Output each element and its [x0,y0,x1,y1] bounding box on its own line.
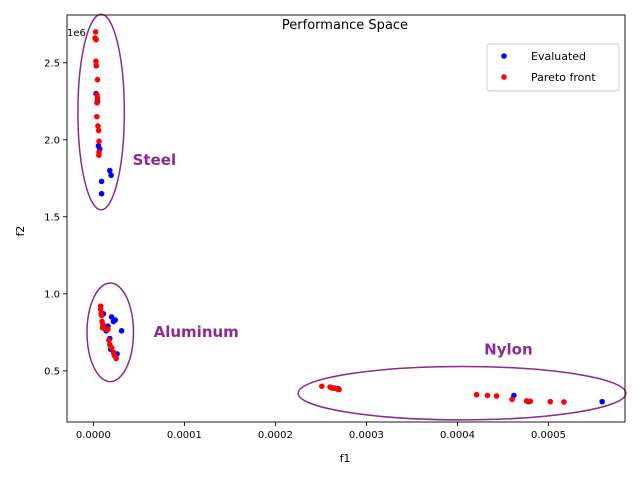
chart-title: Performance Space [282,18,408,33]
legend-box [486,43,620,92]
data-points [92,29,605,405]
point-1-10 [95,123,101,129]
y-axis-label: f2 [14,226,27,237]
point-1-45 [561,399,567,405]
cluster-ellipse-2 [297,365,627,421]
x-tick-label-2: 0.0002 [258,430,293,441]
y-tick-label-3: 2.0 [44,135,60,146]
point-0-4 [98,178,105,185]
point-0-13 [118,328,125,334]
annotation-1: Aluminum [154,323,239,341]
legend-label-evaluated: Evaluated [531,50,586,63]
point-1-16 [97,306,104,313]
point-1-7 [94,95,101,101]
point-1-0 [92,29,99,35]
point-1-28 [108,344,115,351]
y-tick-label-4: 2.5 [44,58,60,69]
x-axis-label: f1 [340,452,351,465]
point-1-5 [94,76,101,83]
point-1-43 [527,398,534,405]
point-1-11 [95,127,102,134]
x-tick-label-1: 0.0001 [167,430,202,441]
point-0-22 [599,398,605,405]
plot-area-frame [66,14,626,423]
y-tick-label-0: 0.5 [44,366,60,377]
annotation-2: Nylon [484,341,532,359]
point-1-25 [105,326,111,333]
cluster-ellipses [77,13,627,421]
x-tick-label-4: 0.0004 [440,430,475,441]
x-tick-label-5: 0.0005 [531,430,566,441]
point-1-3 [93,58,99,65]
point-0-5 [98,190,105,197]
legend-label-pareto: Pareto front [531,71,596,84]
point-1-32 [319,383,325,390]
point-1-18 [98,312,105,319]
point-1-26 [106,337,112,343]
series-1 [92,29,567,405]
x-tick-label-0: 0.0000 [76,430,111,441]
legend-marker-evaluated [501,53,507,59]
point-1-14 [96,152,102,158]
point-1-9 [94,113,100,120]
point-0-6 [106,167,113,174]
y-tick-label-2: 1.5 [44,212,60,223]
legend-marker-pareto [501,74,507,80]
cluster-ellipse-0 [77,13,126,211]
x-tick-label-3: 0.0003 [349,430,384,441]
y-axis-offset-label: 1e6 [67,28,86,39]
point-1-44 [547,398,554,405]
point-0-10 [108,314,115,320]
y-tick-label-1: 1.0 [44,289,60,300]
point-1-38 [473,391,480,398]
point-1-31 [113,355,119,362]
point-1-4 [93,63,100,69]
point-1-40 [493,393,500,399]
point-1-37 [336,386,342,393]
point-1-2 [93,36,99,43]
point-1-8 [94,100,100,106]
x-axis-ticks: 0.0000 0.0001 0.0002 0.0003 0.0004 0.0005 [76,422,566,441]
point-0-12 [112,317,119,323]
legend: Evaluated Pareto front [486,43,620,92]
annotation-0: Steel [133,151,176,169]
point-1-41 [509,396,515,403]
cluster-ellipse-1 [86,282,135,383]
cluster-annotations: Steel Aluminum Nylon [133,151,533,358]
point-0-7 [108,172,114,179]
point-1-39 [484,392,491,399]
point-1-12 [96,138,102,145]
y-axis-ticks: 0.5 1.0 1.5 2.0 2.5 [44,58,67,377]
